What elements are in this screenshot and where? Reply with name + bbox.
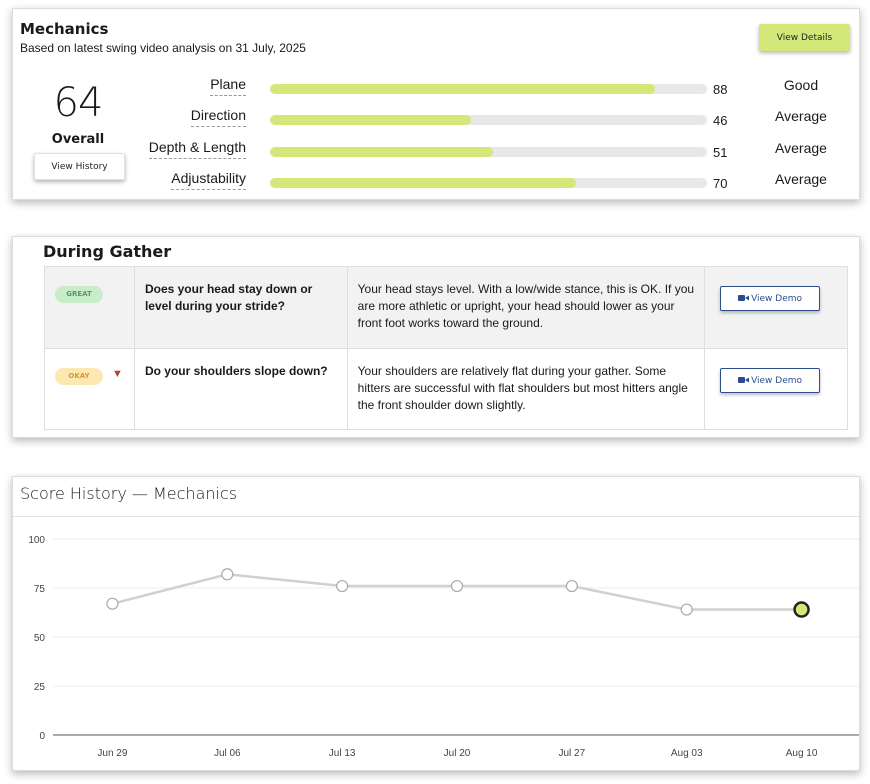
view-history-button[interactable]: View History	[34, 153, 125, 180]
down-triangle-icon: ▼	[112, 368, 123, 380]
x-tick-label: Aug 03	[671, 748, 703, 759]
chart-title: Score History — Mechanics	[20, 484, 238, 503]
data-point[interactable]	[450, 579, 464, 593]
mechanics-title: Mechanics	[20, 20, 109, 38]
view-demo-label: View Demo	[751, 375, 803, 386]
video-camera-icon	[738, 295, 750, 301]
data-point[interactable]	[565, 579, 578, 593]
overall-label: Overall	[51, 132, 105, 147]
metric-bar-track	[270, 84, 707, 94]
view-demo-label: View Demo	[751, 293, 803, 304]
question-cell: Does your head stay down or level during…	[133, 266, 348, 349]
metric-bar-track	[270, 147, 707, 157]
y-tick-label: 25	[34, 682, 46, 693]
x-tick-label: Jul 20	[444, 748, 471, 759]
metric-row-adjustability: Adjustability 70 Average	[13, 170, 861, 194]
view-demo-button[interactable]: View Demo	[720, 286, 821, 311]
status-badge-okay: OKAY	[55, 368, 103, 385]
data-point-current[interactable]	[793, 601, 810, 618]
x-tick-label: Jul 27	[559, 748, 586, 759]
x-tick-label: Aug 10	[786, 748, 818, 759]
metric-row-plane: Plane 88 Good	[13, 76, 861, 100]
table-row: OKAY ▼ Do your shoulders slope down? Your…	[44, 348, 848, 430]
metric-rating: Average	[775, 108, 827, 124]
data-point[interactable]	[336, 579, 349, 593]
status-cell: GREAT	[44, 266, 135, 349]
x-tick-label: Jul 06	[214, 748, 241, 759]
question-cell: Do your shoulders slope down?	[133, 348, 348, 430]
demo-cell: View Demo	[704, 348, 848, 430]
view-demo-button[interactable]: View Demo	[720, 368, 821, 393]
y-tick-label: 100	[28, 535, 45, 546]
demo-cell: View Demo	[704, 266, 848, 349]
video-camera-icon	[738, 377, 750, 383]
metric-bar-track	[270, 178, 707, 188]
section-title: During Gather	[43, 242, 172, 261]
score-history-chart: 0 25 50 75 100 Jun 29 Jul 06 Jul 13 Jul 20 Jul 27…	[28, 535, 859, 759]
answer-cell: Your head stays level. With a low/wide s…	[346, 266, 706, 349]
metric-label[interactable]: Direction	[190, 107, 246, 127]
metric-value: 88	[713, 82, 728, 97]
x-tick-label: Jul 13	[329, 748, 356, 759]
metric-bar-fill	[270, 147, 493, 157]
answer-cell: Your shoulders are relatively flat durin…	[346, 348, 706, 430]
score-history-card: Score History — Mechanics 0 25 50 75 100 Jun …	[12, 476, 860, 771]
metric-bar-fill	[270, 178, 576, 188]
divider	[13, 516, 859, 517]
metric-value: 70	[713, 176, 728, 191]
metric-row-depth-length: Depth & Length 51 Average	[13, 139, 861, 163]
overall-score: 64	[53, 80, 104, 126]
mechanics-card: Mechanics Based on latest swing video an…	[12, 8, 860, 200]
metric-label[interactable]: Depth & Length	[148, 139, 246, 159]
x-tick-label: Jun 29	[97, 748, 127, 759]
data-point[interactable]	[680, 603, 693, 616]
view-details-button[interactable]: View Details	[759, 24, 850, 51]
data-point[interactable]	[106, 597, 119, 610]
table-row: GREAT Does your head stay down or level …	[44, 266, 848, 349]
data-point[interactable]	[221, 568, 234, 581]
y-tick-label: 75	[34, 584, 46, 595]
metric-rating: Average	[775, 140, 827, 156]
status-badge-great: GREAT	[55, 286, 103, 303]
metric-row-direction: Direction 46 Average	[13, 107, 861, 131]
status-cell: OKAY ▼	[44, 348, 135, 430]
metric-value: 51	[713, 145, 728, 160]
metric-bar-fill	[270, 115, 472, 125]
mechanics-subtitle: Based on latest swing video analysis on …	[20, 41, 306, 55]
y-tick-label: 50	[34, 633, 46, 644]
metric-label[interactable]: Plane	[210, 76, 246, 96]
metric-bar-fill	[270, 84, 655, 94]
metric-bar-track	[270, 115, 707, 125]
gather-table: GREAT Does your head stay down or level …	[44, 266, 848, 430]
y-tick-label: 0	[39, 731, 45, 742]
metric-rating: Good	[783, 77, 819, 93]
during-gather-card: During Gather GREAT Does your head stay …	[12, 236, 860, 438]
metric-label[interactable]: Adjustability	[171, 170, 246, 190]
metric-rating: Average	[775, 171, 827, 187]
metric-value: 46	[713, 113, 728, 128]
